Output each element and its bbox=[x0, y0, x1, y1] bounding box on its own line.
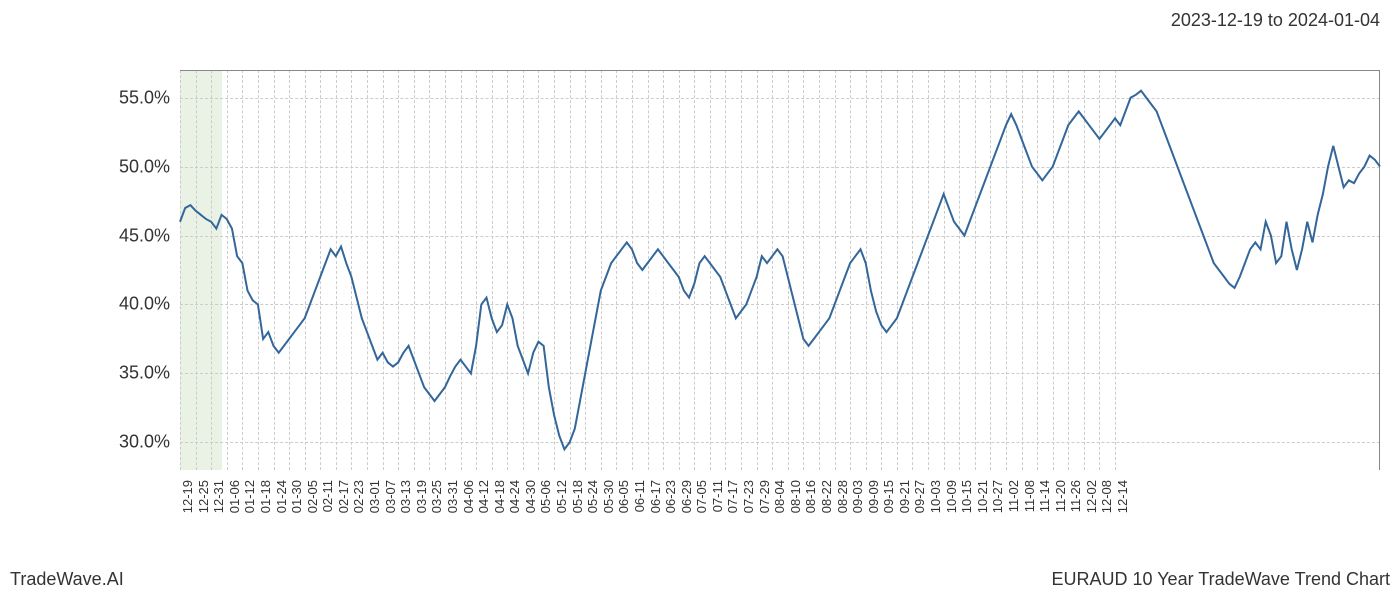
y-tick-label: 30.0% bbox=[95, 432, 170, 453]
x-tick-label: 03-07 bbox=[383, 480, 398, 513]
x-tick-label: 09-09 bbox=[866, 480, 881, 513]
x-tick-label: 10-21 bbox=[975, 480, 990, 513]
x-tick-label: 04-06 bbox=[461, 480, 476, 513]
x-tick-label: 10-27 bbox=[990, 480, 1005, 513]
x-tick-label: 02-11 bbox=[320, 480, 335, 512]
x-tick-label: 07-17 bbox=[725, 480, 740, 513]
x-tick-label: 03-19 bbox=[414, 480, 429, 513]
line-series bbox=[180, 70, 1380, 470]
x-tick-label: 08-16 bbox=[803, 480, 818, 513]
x-tick-label: 07-29 bbox=[757, 480, 772, 513]
x-tick-label: 09-15 bbox=[881, 480, 896, 513]
x-tick-label: 02-23 bbox=[351, 480, 366, 513]
y-tick-label: 50.0% bbox=[95, 156, 170, 177]
x-tick-label: 12-02 bbox=[1084, 480, 1099, 513]
y-tick-label: 35.0% bbox=[95, 363, 170, 384]
x-tick-label: 06-23 bbox=[663, 480, 678, 513]
x-tick-label: 06-11 bbox=[632, 480, 647, 512]
x-tick-label: 03-25 bbox=[429, 480, 444, 513]
y-tick-label: 55.0% bbox=[95, 87, 170, 108]
x-tick-label: 08-22 bbox=[819, 480, 834, 513]
x-tick-label: 05-06 bbox=[538, 480, 553, 513]
x-tick-label: 08-10 bbox=[788, 480, 803, 513]
x-tick-label: 09-03 bbox=[850, 480, 865, 513]
x-tick-label: 08-04 bbox=[772, 480, 787, 513]
x-tick-label: 10-15 bbox=[959, 480, 974, 513]
y-tick-label: 45.0% bbox=[95, 225, 170, 246]
chart-title: EURAUD 10 Year TradeWave Trend Chart bbox=[1052, 569, 1391, 590]
x-tick-label: 12-14 bbox=[1115, 480, 1130, 513]
x-tick-label: 11-08 bbox=[1022, 480, 1037, 512]
x-tick-label: 11-20 bbox=[1053, 480, 1068, 512]
x-tick-label: 02-05 bbox=[305, 480, 320, 513]
x-tick-label: 08-28 bbox=[835, 480, 850, 513]
x-tick-label: 07-23 bbox=[741, 480, 756, 513]
x-tick-label: 12-31 bbox=[211, 480, 226, 513]
x-tick-label: 05-18 bbox=[570, 480, 585, 513]
x-tick-label: 12-19 bbox=[180, 480, 195, 513]
x-tick-label: 01-30 bbox=[289, 480, 304, 513]
x-tick-label: 06-17 bbox=[648, 480, 663, 513]
x-tick-label: 04-18 bbox=[492, 480, 507, 513]
x-tick-label: 06-05 bbox=[616, 480, 631, 513]
x-tick-label: 01-12 bbox=[242, 480, 257, 513]
x-tick-label: 01-24 bbox=[274, 480, 289, 513]
x-tick-label: 11-14 bbox=[1037, 480, 1052, 512]
x-tick-label: 05-24 bbox=[585, 480, 600, 513]
y-tick-label: 40.0% bbox=[95, 294, 170, 315]
x-tick-label: 02-17 bbox=[336, 480, 351, 513]
x-tick-label: 12-25 bbox=[196, 480, 211, 513]
date-range-label: 2023-12-19 to 2024-01-04 bbox=[1171, 10, 1380, 31]
brand-label: TradeWave.AI bbox=[10, 569, 124, 590]
x-tick-label: 05-30 bbox=[601, 480, 616, 513]
x-tick-label: 05-12 bbox=[554, 480, 569, 513]
x-tick-label: 01-06 bbox=[227, 480, 242, 513]
x-tick-label: 04-30 bbox=[523, 480, 538, 513]
x-tick-label: 10-03 bbox=[928, 480, 943, 513]
x-tick-label: 07-11 bbox=[710, 480, 725, 512]
x-tick-label: 03-13 bbox=[398, 480, 413, 513]
x-tick-label: 04-12 bbox=[476, 480, 491, 513]
x-tick-label: 01-18 bbox=[258, 480, 273, 513]
x-tick-label: 06-29 bbox=[679, 480, 694, 513]
x-tick-label: 03-01 bbox=[367, 480, 382, 513]
x-tick-label: 09-21 bbox=[897, 480, 912, 513]
x-tick-label: 10-09 bbox=[944, 480, 959, 513]
x-tick-label: 11-02 bbox=[1006, 480, 1021, 512]
x-tick-label: 09-27 bbox=[912, 480, 927, 513]
x-tick-label: 07-05 bbox=[694, 480, 709, 513]
x-tick-label: 03-31 bbox=[445, 480, 460, 513]
x-tick-label: 11-26 bbox=[1068, 480, 1083, 512]
series-path bbox=[180, 91, 1380, 450]
x-tick-label: 04-24 bbox=[507, 480, 522, 513]
x-tick-label: 12-08 bbox=[1099, 480, 1114, 513]
